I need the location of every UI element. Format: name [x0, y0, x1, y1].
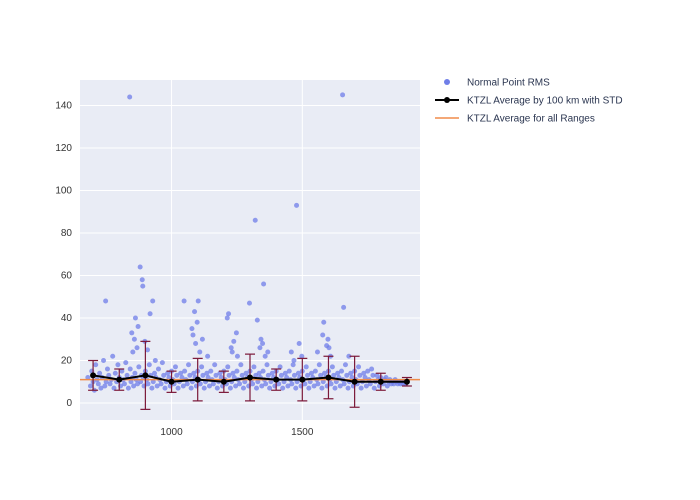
y-tick-label: 80 [61, 228, 73, 239]
legend-marker-icon [444, 79, 450, 85]
legend: Normal Point RMS KTZL Average by 100 km w… [435, 78, 623, 125]
y-tick-label: 120 [55, 143, 72, 154]
x-tick-label: 1000 [160, 427, 183, 438]
y-tick-label: 100 [55, 186, 72, 197]
scatter-chart: 0 20 40 60 80 100 120 140 1000 1500 Normal Point R… [0, 0, 700, 500]
legend-label: Normal Point RMS [467, 78, 550, 89]
y-tick-label: 60 [61, 271, 73, 282]
y-tick-label: 0 [66, 398, 72, 409]
x-tick-label: 1500 [291, 427, 314, 438]
legend-linemarker-icon [444, 97, 450, 103]
legend-label: KTZL Average for all Ranges [467, 114, 595, 125]
y-tick-label: 140 [55, 101, 72, 112]
legend-label: KTZL Average by 100 km with STD [467, 96, 623, 107]
y-tick-label: 20 [61, 356, 73, 367]
y-tick-label: 40 [61, 313, 73, 324]
